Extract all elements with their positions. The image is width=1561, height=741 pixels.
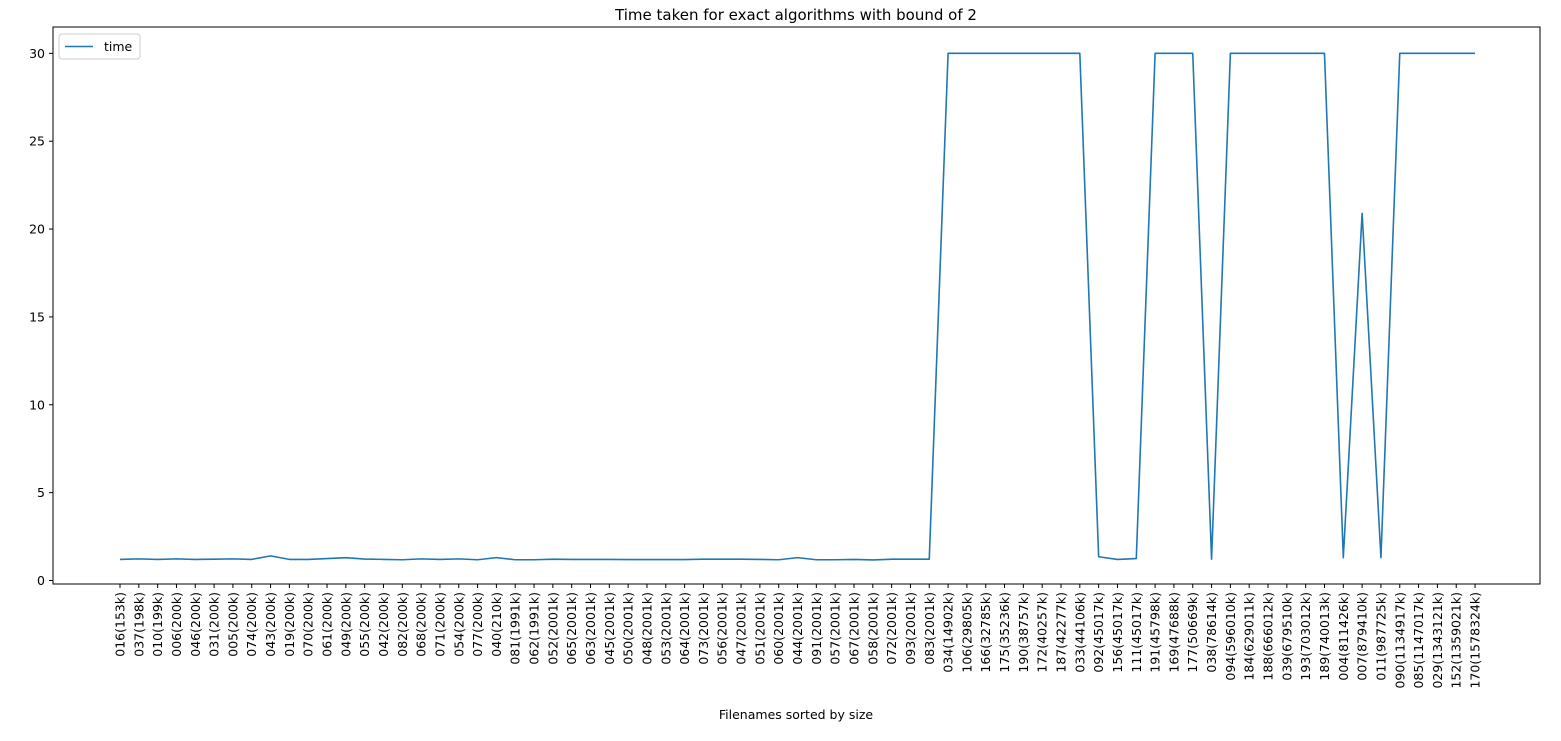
x-tick-label: 049(200k) (338, 592, 353, 657)
series-line-time (119, 52, 1476, 561)
x-axis: 016(153k) 037(198k) 010(199k) 006(200k) 046(… (113, 584, 1483, 689)
chart-title: Time taken for exact algorithms with bou… (614, 6, 977, 24)
x-tick-label: 019(200k) (282, 592, 297, 657)
x-tick-label: 011(987725k) (1373, 592, 1388, 681)
x-tick-label: 189(740013k) (1317, 592, 1332, 681)
x-tick-label: 191(45798k) (1148, 592, 1163, 673)
x-tick-label: 047(2001k) (734, 592, 749, 665)
x-tick-label: 054(200k) (451, 592, 466, 657)
x-tick-label: 193(703012k) (1298, 592, 1313, 681)
x-tick-label: 073(2001k) (696, 592, 711, 665)
x-tick-label: 056(2001k) (715, 592, 730, 665)
x-tick-label: 077(200k) (470, 592, 485, 657)
x-tick-label: 004(811426k) (1336, 592, 1351, 681)
x-tick-label: 048(2001k) (639, 592, 654, 665)
x-tick-label: 169(47688k) (1166, 592, 1181, 673)
x-tick-label: 040(210k) (489, 592, 504, 657)
x-tick-label: 055(200k) (357, 592, 372, 657)
x-tick-label: 188(666012k) (1261, 592, 1276, 681)
x-tick-label: 152(1359021k) (1449, 592, 1464, 689)
x-tick-label: 037(198k) (131, 592, 146, 657)
x-tick-label: 065(2001k) (564, 592, 579, 665)
x-tick-label: 006(200k) (169, 592, 184, 657)
x-tick-label: 166(32785k) (978, 592, 993, 673)
x-tick-label: 175(35236k) (997, 592, 1012, 673)
x-tick-label: 083(2001k) (922, 592, 937, 665)
x-tick-label: 053(2001k) (658, 592, 673, 665)
plot-frame (52, 26, 1541, 585)
x-tick-label: 033(44106k) (1072, 592, 1087, 673)
x-tick-label: 029(1343121k) (1430, 592, 1445, 689)
x-tick-label: 034(14902k) (941, 592, 956, 673)
x-tick-label: 091(2001k) (809, 592, 824, 665)
x-tick-label: 038(78614k) (1204, 592, 1219, 673)
x-tick-label: 074(200k) (244, 592, 259, 657)
x-tick-label: 094(596010k) (1223, 592, 1238, 681)
x-tick-label: 190(38757k) (1016, 592, 1031, 673)
x-tick-label: 071(200k) (432, 592, 447, 657)
x-tick-label: 043(200k) (263, 592, 278, 657)
x-tick-label: 039(679510k) (1279, 592, 1294, 681)
x-tick-label: 050(2001k) (621, 592, 636, 665)
x-tick-label: 070(200k) (301, 592, 316, 657)
x-tick-label: 177(50669k) (1185, 592, 1200, 673)
x-tick-label: 170(1578324k) (1468, 592, 1483, 689)
x-tick-label: 090(1134917k) (1392, 592, 1407, 689)
y-tick-label: 10 (29, 397, 45, 412)
x-tick-label: 081(1991k) (508, 592, 523, 665)
x-tick-label: 064(2001k) (677, 592, 692, 665)
legend-box (58, 33, 141, 60)
x-tick-label: 058(2001k) (865, 592, 880, 665)
x-tick-label: 044(2001k) (790, 592, 805, 665)
x-tick-label: 052(2001k) (545, 592, 560, 665)
x-tick-label: 057(2001k) (828, 592, 843, 665)
x-tick-label: 063(2001k) (583, 592, 598, 665)
plot-area (119, 52, 1476, 561)
x-tick-label: 184(629011k) (1242, 592, 1257, 681)
x-tick-label: 046(200k) (188, 592, 203, 657)
x-tick-label: 031(200k) (207, 592, 222, 657)
x-tick-label: 007(879410k) (1355, 592, 1370, 681)
x-tick-label: 067(2001k) (846, 592, 861, 665)
x-tick-label: 082(200k) (395, 592, 410, 657)
x-tick-label: 092(45017k) (1091, 592, 1106, 673)
x-tick-label: 051(2001k) (752, 592, 767, 665)
x-tick-label: 005(200k) (225, 592, 240, 657)
y-tick-label: 25 (29, 134, 45, 149)
y-tick-label: 5 (37, 485, 45, 500)
x-tick-label: 156(45017k) (1110, 592, 1125, 673)
x-tick-label: 072(2001k) (884, 592, 899, 665)
x-tick-label: 010(199k) (150, 592, 165, 657)
y-tick-label: 15 (29, 309, 45, 324)
x-tick-label: 106(29805k) (959, 592, 974, 673)
x-tick-label: 111(45017k) (1129, 592, 1144, 673)
x-tick-label: 060(2001k) (771, 592, 786, 665)
x-tick-label: 085(1147017k) (1411, 592, 1426, 689)
x-tick-label: 093(2001k) (903, 592, 918, 665)
x-tick-label: 045(2001k) (602, 592, 617, 665)
x-tick-label: 068(200k) (414, 592, 429, 657)
x-tick-label: 062(1991k) (527, 592, 542, 665)
y-tick-label: 0 (37, 573, 45, 588)
x-tick-label: 187(42277k) (1054, 592, 1069, 673)
x-tick-label: 016(153k) (113, 592, 128, 657)
x-axis-label: Filenames sorted by size (719, 707, 874, 722)
x-tick-label: 172(40257k) (1035, 592, 1050, 673)
legend: time (58, 33, 141, 60)
y-tick-label: 30 (29, 46, 45, 61)
x-tick-label: 042(200k) (376, 592, 391, 657)
legend-entry-time: time (104, 39, 133, 54)
y-tick-label: 20 (29, 222, 45, 237)
y-axis: 0 5 10 15 20 25 30 (29, 46, 53, 588)
x-tick-label: 061(200k) (320, 592, 335, 657)
